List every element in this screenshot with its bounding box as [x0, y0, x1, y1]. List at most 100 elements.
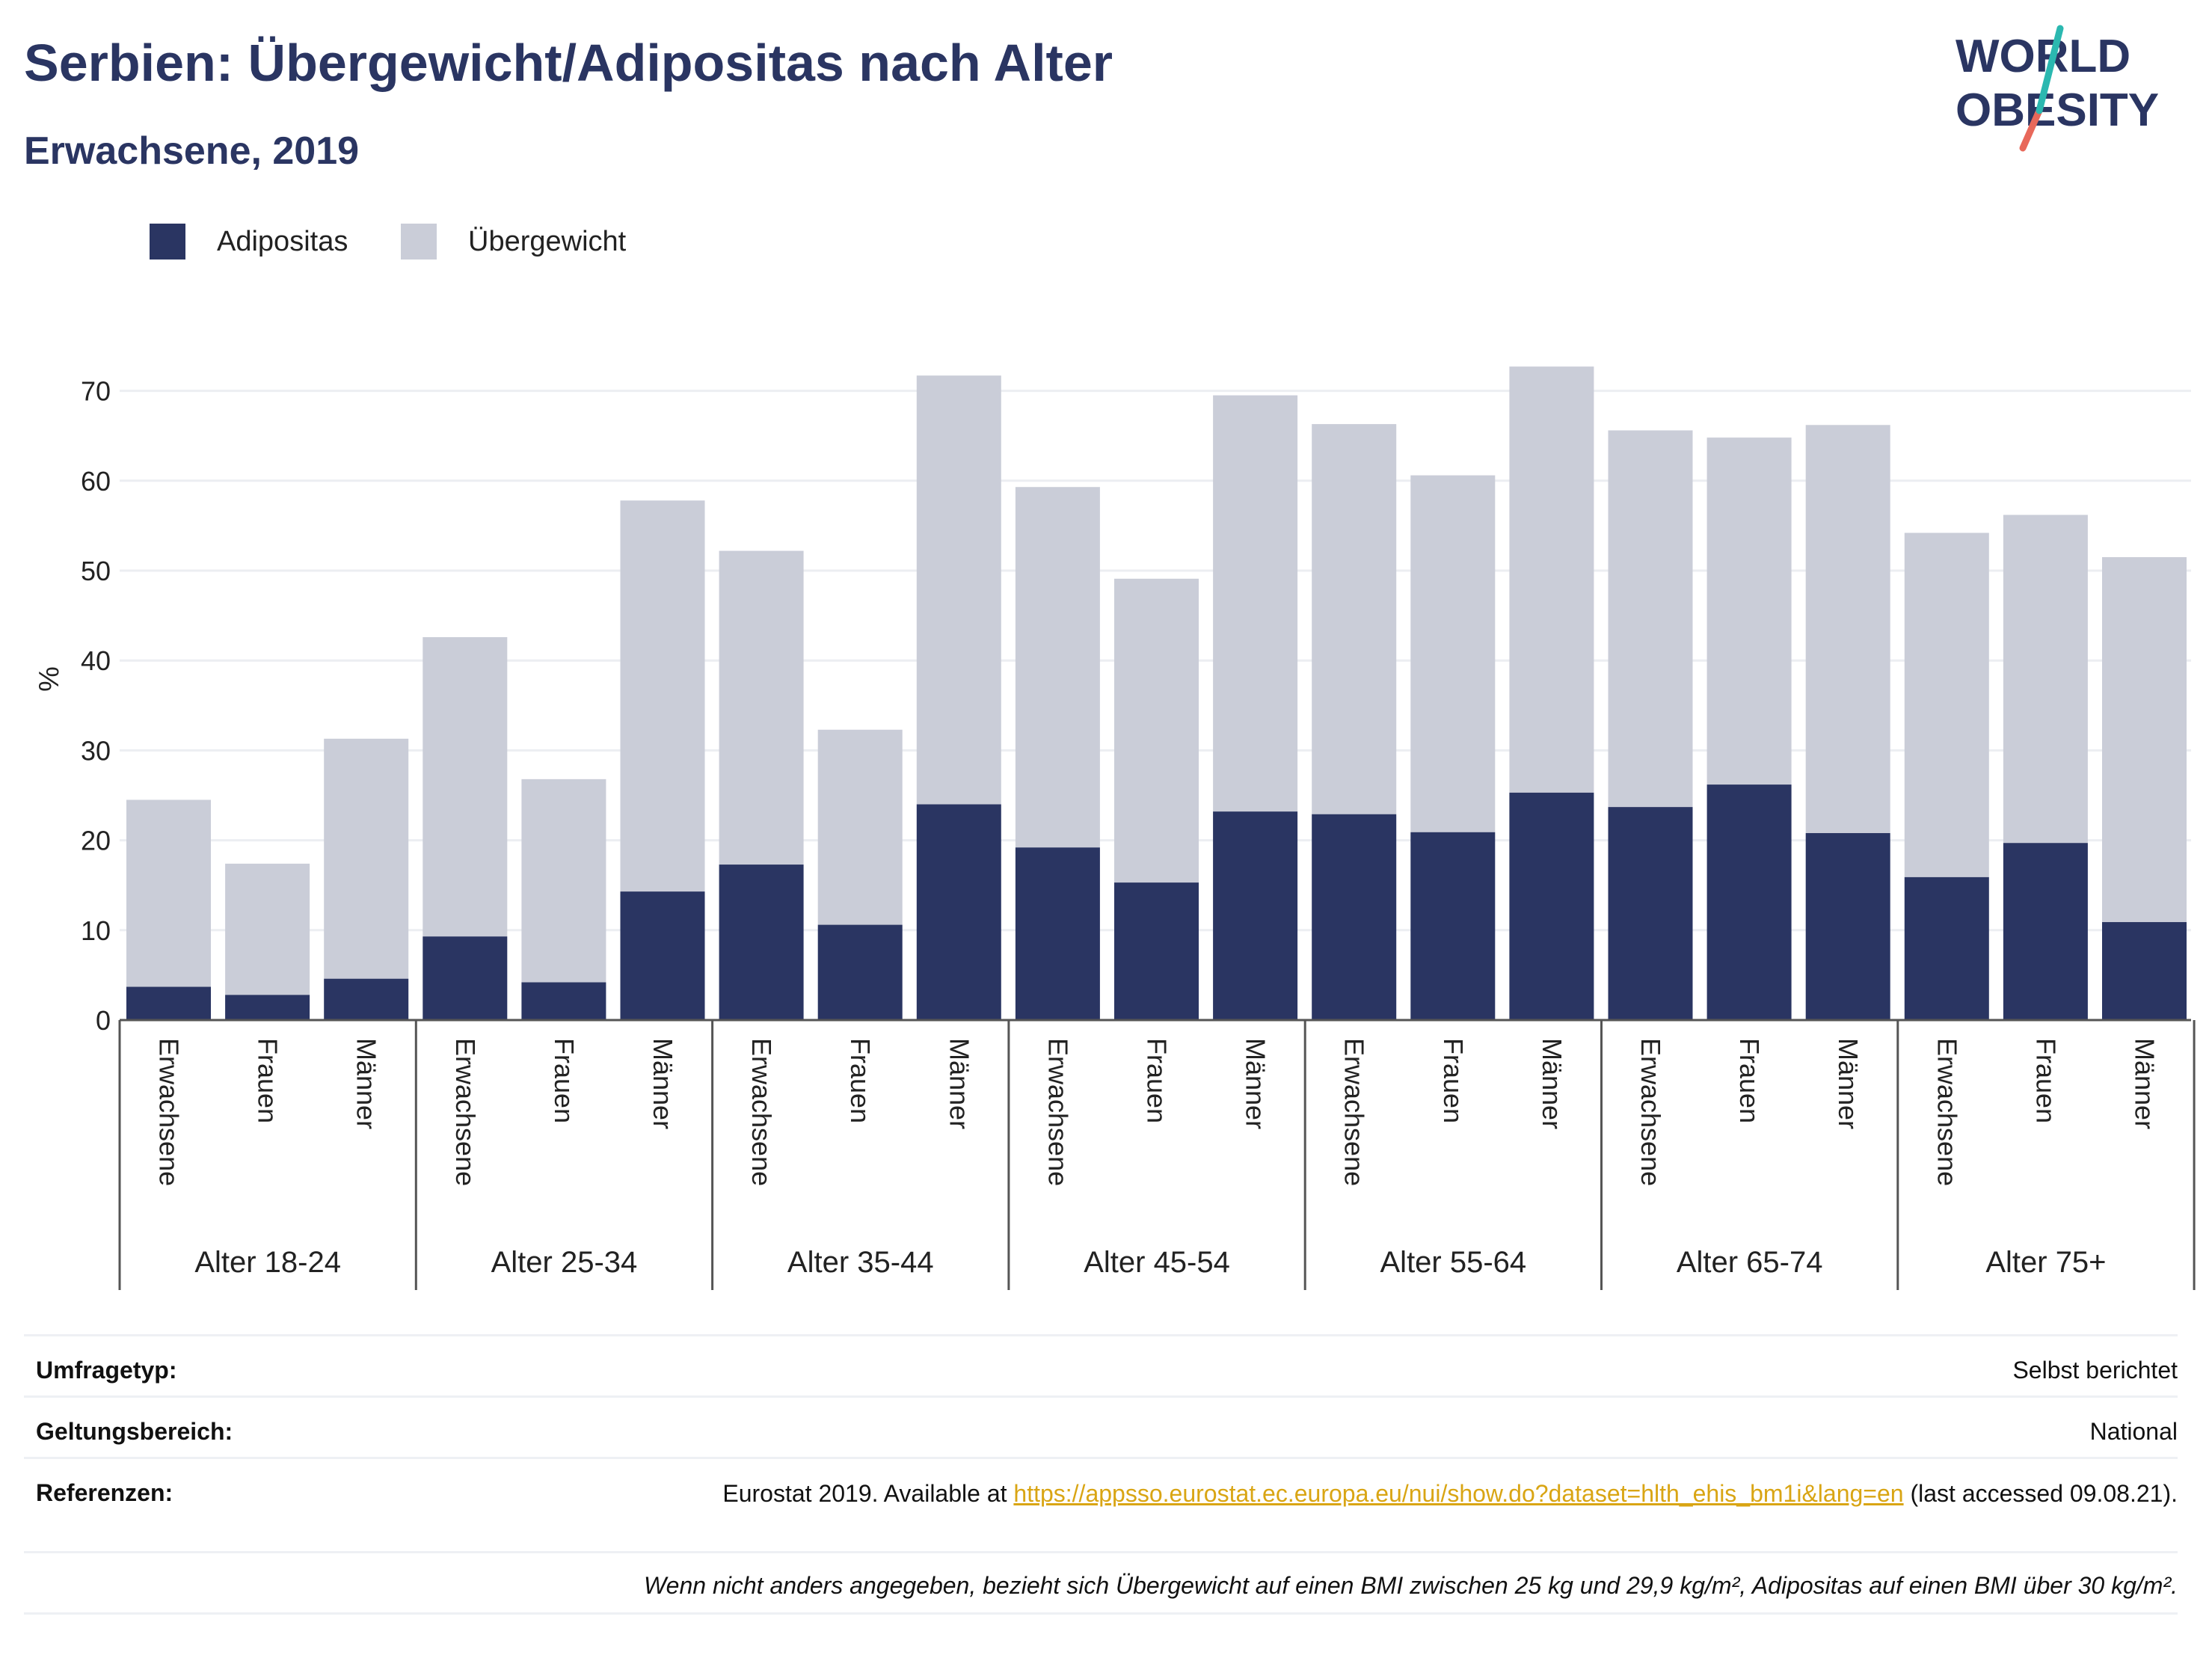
references-suffix: (last accessed 09.08.21).	[1910, 1480, 2178, 1507]
bar-uebergewicht	[2102, 556, 2187, 922]
y-tick-label: 60	[81, 466, 111, 497]
bar-uebergewicht	[1904, 532, 1989, 877]
y-tick-label: 20	[81, 826, 111, 856]
legend-item-uebergewicht: Übergewicht	[401, 221, 626, 262]
x-sub-label: Männer	[1241, 1038, 1271, 1129]
x-sub-label: Männer	[2130, 1038, 2160, 1129]
x-sub-label: Frauen	[549, 1038, 580, 1123]
bar-adipositas	[2003, 843, 2088, 1020]
x-group-label: Alter 65-74	[1677, 1246, 1823, 1279]
bar-uebergewicht	[1509, 366, 1594, 793]
stacked-bar-chart: 0 10 20 30 40 50 60 70% Alter 18-24 Erwachsene Fra…	[34, 366, 2196, 1290]
bmi-note: Wenn nicht anders angegeben, bezieht sic…	[644, 1572, 2178, 1599]
x-sub-label: Frauen	[1142, 1038, 1173, 1123]
bar-uebergewicht	[1805, 425, 1890, 833]
bar-adipositas	[916, 804, 1001, 1020]
bar-uebergewicht	[1213, 395, 1298, 812]
y-tick-label: 70	[81, 376, 111, 407]
y-axis-label: %	[34, 666, 65, 692]
bar-adipositas	[1509, 792, 1594, 1020]
bar-uebergewicht	[423, 636, 508, 937]
bar-adipositas	[1706, 784, 1792, 1020]
legend-item-adipositas: Adipositas	[150, 221, 348, 262]
legend-label-uebergewicht: Übergewicht	[468, 225, 627, 257]
bar-uebergewicht	[1608, 430, 1693, 808]
legend-label-adipositas: Adipositas	[217, 225, 348, 257]
bar-adipositas	[1904, 876, 1989, 1020]
bar-uebergewicht	[2003, 515, 2088, 844]
bar-adipositas	[1312, 814, 1397, 1020]
bar-adipositas	[1015, 847, 1100, 1020]
x-sub-label: Frauen	[2030, 1038, 2061, 1123]
scope-value: National	[2089, 1418, 2178, 1445]
bar-uebergewicht	[126, 799, 211, 987]
bar-adipositas	[126, 986, 211, 1020]
logo-slash-bottom	[2019, 107, 2043, 152]
x-group-label: Alter 75+	[1985, 1246, 2106, 1279]
bar-uebergewicht	[521, 779, 606, 983]
logo-slash-top	[2036, 25, 2064, 114]
references-value: Eurostat 2019. Available at https://apps…	[682, 1476, 2178, 1511]
x-sub-label: Erwachsene	[154, 1038, 185, 1186]
bar-adipositas	[1114, 882, 1199, 1020]
x-group-label: Alter 55-64	[1380, 1246, 1527, 1279]
references-link[interactable]: https://appsso.eurostat.ec.europa.eu/nui…	[1013, 1480, 1904, 1507]
bar-adipositas	[1213, 811, 1298, 1020]
divider	[24, 1551, 2178, 1553]
x-group-label: Alter 35-44	[787, 1246, 934, 1279]
x-sub-label: Männer	[1537, 1038, 1567, 1129]
x-sub-label: Männer	[944, 1038, 974, 1129]
bar-uebergewicht	[620, 500, 705, 892]
survey-type-label: Umfragetyp:	[36, 1357, 177, 1384]
survey-type-value: Selbst berichtet	[2012, 1357, 2178, 1384]
legend-swatch-adipositas	[150, 224, 185, 260]
bar-uebergewicht	[817, 729, 903, 925]
y-tick-label: 40	[81, 645, 111, 676]
x-sub-label: Frauen	[253, 1038, 283, 1123]
x-sub-label: Frauen	[845, 1038, 876, 1123]
bar-uebergewicht	[1015, 487, 1100, 848]
bar-adipositas	[324, 978, 409, 1020]
x-sub-label: Männer	[351, 1038, 382, 1129]
x-sub-label: Erwachsene	[1932, 1038, 1962, 1186]
divider	[24, 1395, 2178, 1398]
legend-swatch-uebergewicht	[401, 224, 437, 260]
x-sub-label: Frauen	[1438, 1038, 1469, 1123]
divider	[24, 1457, 2178, 1459]
y-tick-label: 50	[81, 556, 111, 586]
bar-uebergewicht	[225, 863, 310, 995]
page-title: Serbien: Übergewicht/Adipositas nach Alt…	[24, 34, 1113, 92]
bar-adipositas	[1805, 832, 1890, 1020]
bar-adipositas	[521, 982, 606, 1020]
y-tick-label: 10	[81, 915, 111, 946]
bar-uebergewicht	[1410, 475, 1496, 832]
bar-uebergewicht	[916, 375, 1001, 805]
bar-adipositas	[1410, 832, 1496, 1020]
x-sub-label: Männer	[1833, 1038, 1864, 1129]
bar-adipositas	[225, 995, 310, 1020]
bar-adipositas	[1608, 807, 1693, 1020]
divider	[24, 1334, 2178, 1336]
logo-line2: OBESITY	[1956, 85, 2159, 136]
x-group-label: Alter 18-24	[194, 1246, 341, 1279]
x-sub-label: Erwachsene	[1339, 1038, 1370, 1186]
x-sub-label: Frauen	[1734, 1038, 1765, 1123]
x-group-label: Alter 25-34	[491, 1246, 638, 1279]
bar-adipositas	[2102, 921, 2187, 1020]
x-sub-label: Männer	[648, 1038, 678, 1129]
page-subtitle: Erwachsene, 2019	[24, 129, 360, 173]
x-sub-label: Erwachsene	[450, 1038, 481, 1186]
bar-adipositas	[719, 865, 804, 1020]
bar-adipositas	[620, 891, 705, 1020]
x-group-label: Alter 45-54	[1084, 1246, 1230, 1279]
divider	[24, 1612, 2178, 1615]
bar-uebergewicht	[719, 550, 804, 865]
logo-line1: WORLD	[1956, 31, 2130, 82]
x-sub-label: Erwachsene	[1042, 1038, 1073, 1186]
scope-label: Geltungsbereich:	[36, 1418, 233, 1445]
x-sub-label: Erwachsene	[1635, 1038, 1666, 1186]
bar-uebergewicht	[1706, 437, 1792, 785]
bar-adipositas	[817, 924, 903, 1020]
bar-uebergewicht	[1312, 424, 1397, 814]
world-obesity-logo: WORLD OBESITY	[1956, 25, 2159, 152]
